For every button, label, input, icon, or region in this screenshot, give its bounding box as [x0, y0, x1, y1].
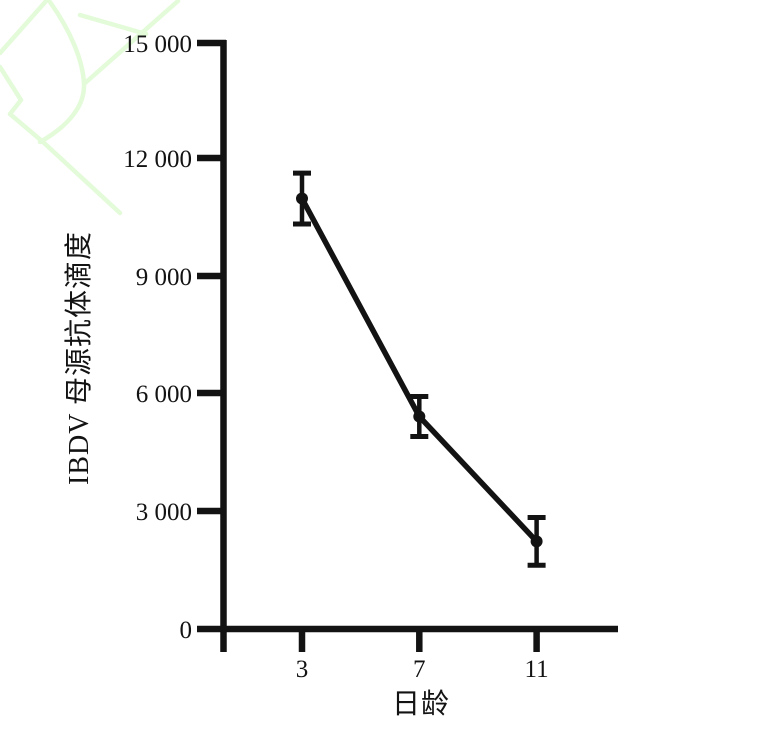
- y-tick-label: 12 000: [123, 146, 192, 173]
- x-tick-label: 7: [413, 656, 426, 683]
- x-axis: 3 7 11: [197, 625, 618, 683]
- watermark-stroke: [81, 0, 181, 87]
- x-axis-title: 日龄: [392, 688, 450, 720]
- y-tick-label: 3 000: [136, 499, 192, 526]
- y-tick-label: 15 000: [123, 31, 192, 58]
- data-point-marker: [296, 192, 308, 205]
- x-tick-label: 3: [296, 656, 309, 683]
- data-point-marker: [413, 410, 426, 423]
- y-axis: 15 000 12 000 9 000 6 000 3 000 0: [123, 31, 227, 652]
- watermark-stroke: [0, 64, 46, 145]
- y-axis-title: IBDV 母源抗体滴度: [63, 231, 95, 485]
- watermark-graphic: [0, 0, 181, 216]
- watermark-stroke: [77, 12, 149, 37]
- watermark-stroke: [40, 139, 123, 216]
- data-point-marker: [530, 535, 543, 548]
- series-line: [299, 197, 539, 544]
- y-tick-label: 6 000: [136, 381, 192, 408]
- x-tick-label: 11: [525, 656, 549, 683]
- watermark-stroke: [0, 0, 50, 56]
- y-tick-label: 9 000: [136, 264, 192, 291]
- data-series: [293, 170, 546, 568]
- y-tick-label: 0: [180, 617, 193, 644]
- watermark-stroke: [37, 0, 87, 145]
